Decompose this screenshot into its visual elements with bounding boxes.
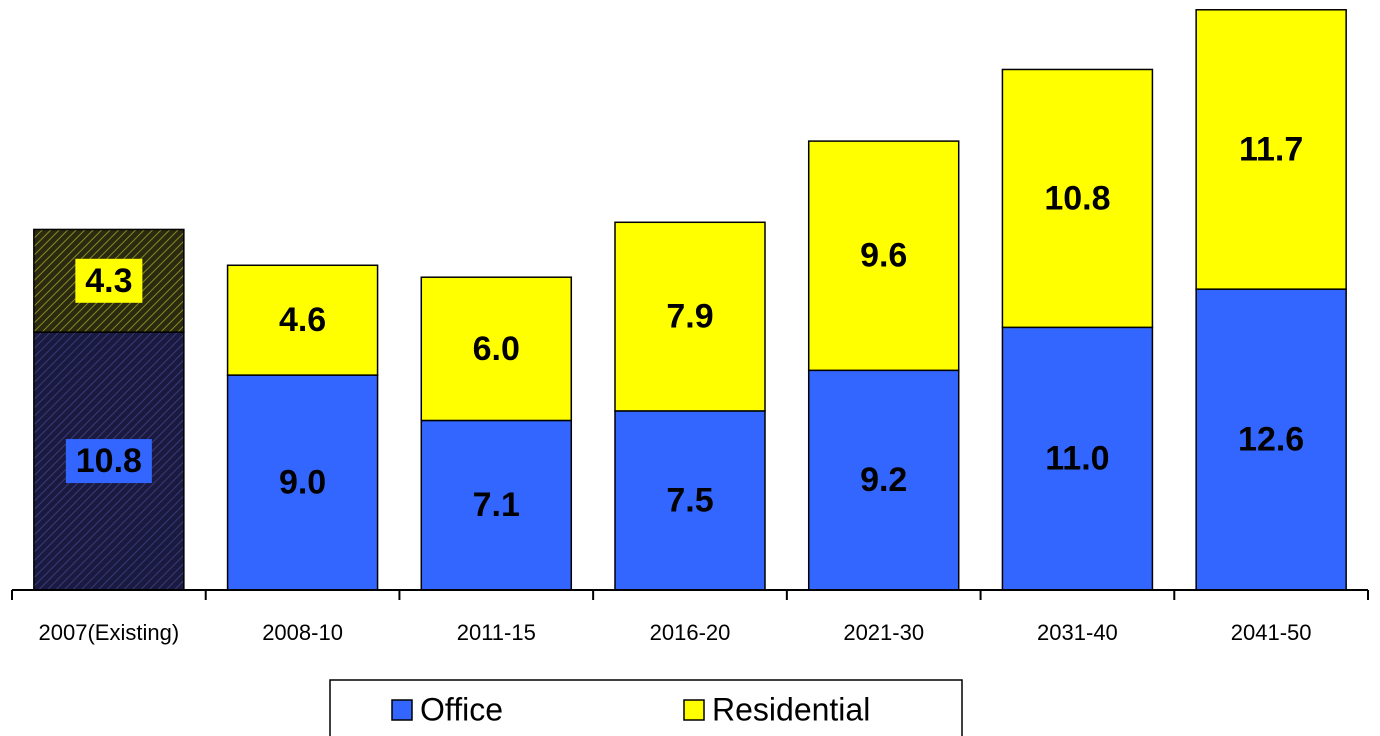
bar-segment xyxy=(807,140,960,372)
bar-segment xyxy=(420,276,573,422)
legend-label: Residential xyxy=(712,691,870,727)
data-label: 4.3 xyxy=(85,262,132,300)
data-label: 7.5 xyxy=(666,481,713,519)
bar-segment xyxy=(1001,326,1154,591)
legend-label: Office xyxy=(420,691,503,727)
data-label: 9.0 xyxy=(279,464,326,502)
x-tick-label: 2011-15 xyxy=(457,620,536,645)
data-label: 9.6 xyxy=(860,237,907,275)
legend-box xyxy=(329,679,963,736)
data-label: 11.0 xyxy=(1045,440,1109,478)
data-label: 9.2 xyxy=(860,461,907,499)
data-label: 7.9 xyxy=(666,298,713,336)
x-tick-label: 2016-20 xyxy=(650,620,731,645)
bar-segment xyxy=(614,221,766,412)
data-label: 10.8 xyxy=(1044,179,1110,217)
bar-segment xyxy=(226,374,379,591)
label-background xyxy=(65,439,152,484)
bar-segment xyxy=(226,264,379,376)
x-tick-label: 2041-50 xyxy=(1231,620,1312,645)
x-tick-label: 2021-30 xyxy=(843,620,924,645)
data-label: 4.6 xyxy=(279,301,326,339)
x-tick-label: 2007(Existing) xyxy=(39,620,180,645)
x-tick-label: 2008-10 xyxy=(262,620,343,645)
legend-swatch xyxy=(683,699,705,721)
bar-segment xyxy=(1001,68,1154,329)
data-label: 6.0 xyxy=(473,330,520,368)
x-tick-label: 2031-40 xyxy=(1037,620,1118,645)
bar-segment xyxy=(420,419,573,591)
bar-segment xyxy=(1195,9,1347,290)
data-label: 11.7 xyxy=(1239,130,1303,168)
legend-swatch xyxy=(391,699,413,721)
bar-segment xyxy=(614,410,766,591)
data-label: 10.8 xyxy=(76,442,142,480)
bar-segment xyxy=(1195,288,1347,591)
label-background xyxy=(75,258,143,303)
data-label: 7.1 xyxy=(473,486,520,524)
data-label: 12.6 xyxy=(1238,421,1304,459)
